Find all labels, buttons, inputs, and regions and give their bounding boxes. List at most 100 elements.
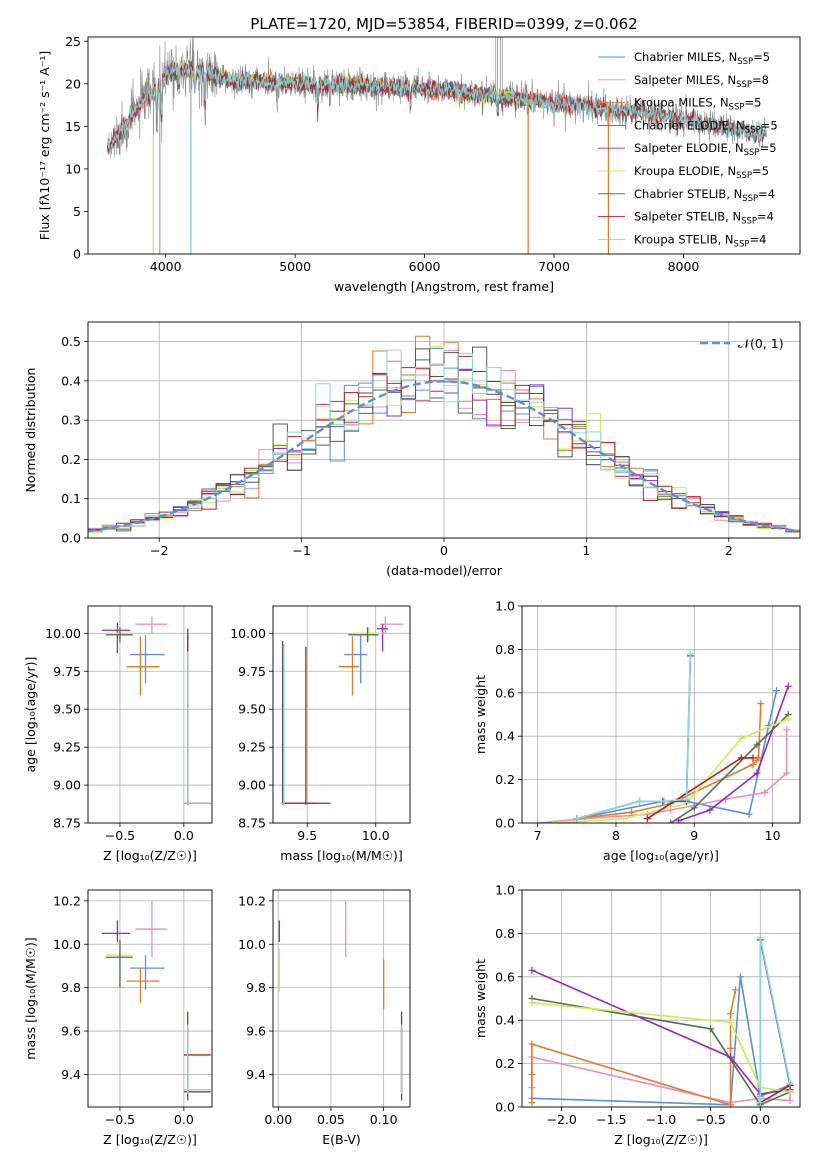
y-tick-label: 9.8: [246, 980, 266, 995]
y-tick-label: 25: [65, 34, 81, 49]
y-tick-label: 0.0: [495, 1100, 515, 1115]
legend-entry-salpeter_stelib: Salpeter STELIB, NSSP=4: [634, 210, 774, 227]
x-tick-label: 4000: [150, 259, 182, 274]
y-tick-label: 0.1: [61, 491, 81, 506]
weight-marker-salpeter_stelib: [749, 754, 757, 762]
x-tick-label: 0.05: [317, 1112, 345, 1127]
figure-title: PLATE=1720, MJD=53854, FIBERID=0399, z=0…: [250, 15, 637, 33]
weight-marker-salpeter_miles: [786, 1096, 794, 1104]
y-tick-label: 0.2: [495, 1056, 515, 1071]
legend-entry-kroupa_miles: Kroupa MILES, NSSP=5: [634, 96, 761, 113]
legend-label: Salpeter ELODIE, N: [634, 141, 744, 155]
weight-marker-salpeter_miles: [783, 726, 791, 734]
legend-suffix: =5: [760, 141, 777, 155]
y-tick-label: 10.0: [53, 937, 81, 952]
model-spectrum-salpeter_stelib: [107, 60, 767, 155]
weight-marker-kroupa_elodie: [528, 999, 536, 1007]
x-axis-label: Z [log₁₀(Z/Z☉)]: [103, 1132, 197, 1147]
weight-line-kroupa_elodie: [531, 1002, 791, 1093]
x-tick-label: −1.0: [646, 1112, 676, 1127]
x-axis-label: Z [log₁₀(Z/Z☉)]: [614, 1132, 708, 1147]
x-axis-label: E(B-V): [322, 1132, 361, 1147]
weight-marker-kroupa_miles: [528, 1099, 536, 1107]
y-tick-label: 0.8: [495, 926, 515, 941]
legend-suffix: =5: [752, 164, 769, 178]
legend-label: Kroupa STELIB, N: [634, 232, 734, 246]
weight-marker-chabrier_elodie: [667, 819, 675, 823]
legend-entry-salpeter_miles: Salpeter MILES, NSSP=8: [634, 73, 769, 90]
weight-marker-salpeter_miles: [761, 789, 769, 797]
axes-frame: [272, 889, 411, 1108]
model-spectrum-kroupa_stelib: [107, 59, 767, 157]
legend-label: Chabrier ELODIE, N: [634, 118, 745, 132]
weight-marker-salpeter_elodie: [727, 1053, 734, 1061]
weight-marker-salpeter_elodie: [784, 682, 792, 690]
weight-marker-kroupa_miles: [727, 1010, 734, 1018]
weight-marker-kroupa_stelib: [686, 650, 694, 658]
plot-area: [528, 934, 794, 1107]
legend-sub: SSP: [734, 239, 750, 249]
y-tick-label: 9.25: [238, 740, 266, 755]
y-tick-label: 5: [73, 204, 81, 219]
x-axis-label: wavelength [Angstrom, rest frame]: [334, 279, 554, 294]
y-tick-label: 8.75: [238, 816, 266, 831]
y-tick-label: 9.8: [61, 980, 81, 995]
y-tick-label: 0.8: [495, 642, 515, 657]
x-tick-label: 0.00: [264, 1112, 292, 1127]
chart-residuals: −2 −1 0 1 2 0.0 0.1 0.2 0.3 0.4 0.5 (data-model)/er…: [23, 321, 801, 578]
legend-sub: SSP: [742, 194, 758, 204]
weight-line-salpeter_stelib: [759, 1084, 791, 1104]
weight-marker-kroupa_miles: [749, 760, 757, 768]
plot-area: [278, 900, 403, 1101]
chart-mass_vs_Z: −0.5 0.0 9.4 9.6 9.8 10.0 10.2 Z [log₁₀(Z/Z☉)] m…: [23, 889, 213, 1147]
x-tick-label: 9: [690, 828, 698, 843]
legend-suffix: =4: [758, 187, 775, 201]
x-tick-label: 8: [612, 828, 620, 843]
chart-mass_vs_ebv: 0.00 0.05 0.10 9.4 9.6 9.8 10.0 10.2 E(B-V): [238, 889, 411, 1147]
chart-massweight_vs_age: 7 8 9 10 0.0 0.2 0.4 0.6 0.8 1.0 age [log₁₀(age/yr…: [473, 599, 801, 863]
axes-frame: [87, 605, 213, 824]
y-tick-label: 0: [73, 247, 81, 262]
y-tick-label: 10.00: [45, 626, 81, 641]
x-tick-label: −2.0: [547, 1112, 577, 1127]
legend-label: Salpeter STELIB, N: [634, 210, 741, 224]
x-tick-label: 0.0: [174, 828, 194, 843]
y-axis-label: mass weight: [473, 959, 488, 1038]
y-tick-label: 9.50: [238, 702, 266, 717]
legend-entry-chabrier_elodie: Chabrier ELODIE, NSSP=5: [634, 118, 778, 135]
y-tick-label: 10.00: [230, 626, 266, 641]
weight-marker-chabrier_elodie: [753, 741, 761, 749]
weight-marker-salpeter_miles: [783, 769, 791, 777]
weight-marker-salpeter_elodie: [675, 817, 683, 823]
weight-line-salpeter_elodie: [678, 686, 790, 822]
legend-sub: SSP: [741, 217, 757, 227]
x-axis-label: (data-model)/error: [386, 563, 503, 578]
x-tick-label: 8000: [668, 259, 700, 274]
weight-marker-salpeter_miles: [534, 819, 542, 823]
weight-marker-salpeter_stelib: [643, 815, 651, 823]
y-tick-label: 0.0: [495, 816, 515, 831]
x-axis-label: age [log₁₀(age/yr)]: [603, 848, 719, 863]
x-tick-label: 0.10: [370, 1112, 398, 1127]
weight-marker-kroupa_stelib: [756, 1099, 764, 1107]
weight-marker-kroupa_miles: [727, 1044, 734, 1052]
x-tick-label: 7000: [538, 259, 570, 274]
y-tick-label: 0.2: [495, 772, 515, 787]
y-tick-label: 9.75: [53, 664, 81, 679]
legend-sub: SSP: [736, 80, 752, 90]
y-tick-label: 1.0: [495, 883, 515, 898]
weight-marker-chabrier_elodie: [707, 1025, 715, 1033]
weight-marker-kroupa_elodie: [737, 734, 745, 742]
plots-layer: 4000 5000 6000 7000 80000510152025wavelength…: [23, 34, 801, 1147]
y-tick-label: 0.3: [61, 413, 81, 428]
x-axis-label: Z [log₁₀(Z/Z☉)]: [103, 848, 197, 863]
legend-suffix: =8: [752, 73, 769, 87]
x-tick-label: 10.0: [362, 828, 390, 843]
legend-entry-gaussian: 𝒩(0, 1): [738, 336, 784, 351]
weight-marker-kroupa_elodie: [786, 1088, 794, 1096]
plot-area: [102, 616, 211, 805]
x-tick-label: 0.0: [174, 1112, 194, 1127]
weight-marker-kroupa_stelib: [756, 934, 764, 942]
x-tick-label: 9.5: [297, 828, 317, 843]
